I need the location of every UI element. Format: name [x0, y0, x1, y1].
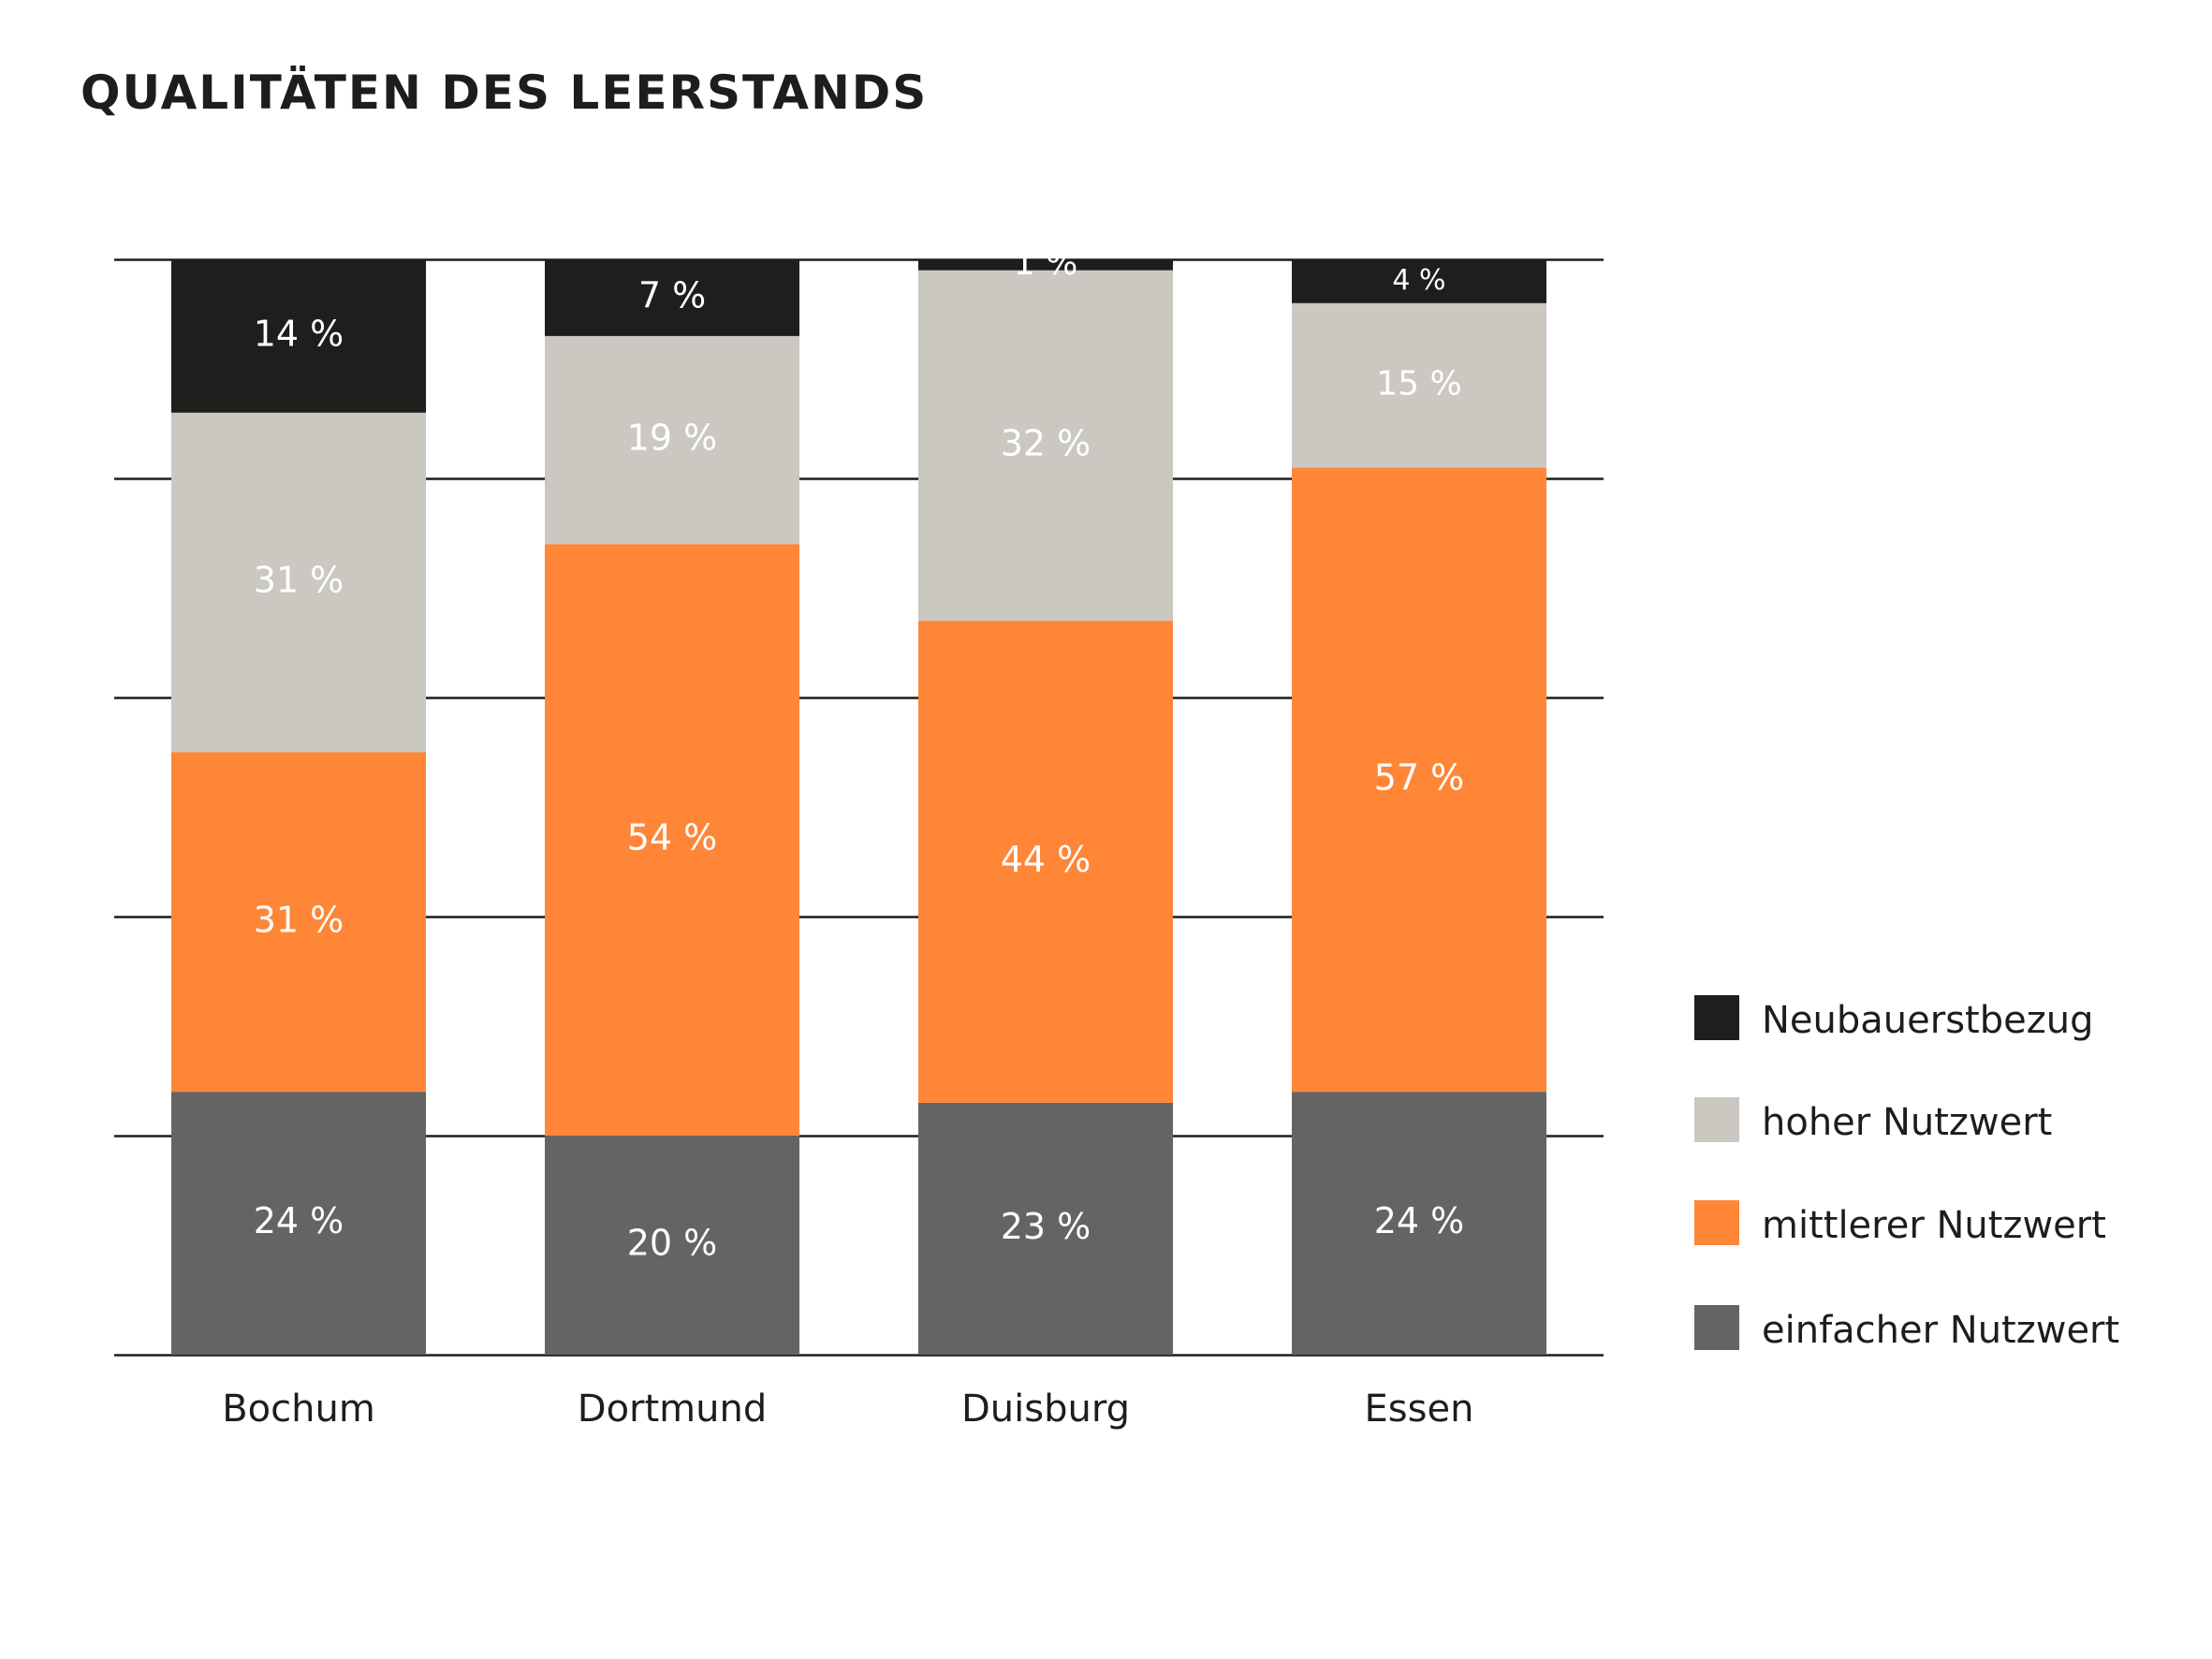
bar-segment-duisburg-mittlerer-nutzwert: [918, 621, 1173, 1103]
bar-segment-dortmund-mittlerer-nutzwert: [545, 544, 799, 1136]
data-label: 19 %: [627, 418, 718, 459]
data-label: 23 %: [1001, 1206, 1091, 1247]
data-label: 44 %: [1001, 839, 1091, 880]
legend-label: mittlerer Nutzwert: [1762, 1204, 2106, 1247]
bar-segment-essen-mittlerer-nutzwert: [1292, 467, 1546, 1093]
bar-segment-bochum-einfacher-nutzwert: [171, 1092, 426, 1355]
bar-segment-bochum-neubauerstbezug: [171, 259, 426, 413]
chart-title: QUALITÄTEN DES LEERSTANDS: [81, 66, 929, 120]
x-tick-label: Bochum: [222, 1387, 375, 1431]
data-label: 57 %: [1374, 756, 1465, 798]
legend-label: einfacher Nutzwert: [1762, 1309, 2120, 1352]
data-label: 54 %: [627, 817, 718, 859]
data-label: 31 %: [254, 899, 344, 940]
bar-segment-duisburg-einfacher-nutzwert: [918, 1102, 1173, 1355]
bar-segment-essen-einfacher-nutzwert: [1292, 1092, 1546, 1355]
legend-label: hoher Nutzwert: [1762, 1101, 2053, 1144]
data-label: 20 %: [627, 1223, 718, 1264]
data-label: 32 %: [1001, 422, 1091, 463]
data-label: 7 %: [638, 274, 706, 316]
bar-segment-dortmund-neubauerstbezug: [545, 259, 799, 336]
legend-swatch: [1694, 995, 1739, 1040]
bar-segment-dortmund-einfacher-nutzwert: [545, 1136, 799, 1355]
bar-segment-dortmund-hoher-nutzwert: [545, 335, 799, 545]
x-tick-label: Dortmund: [578, 1387, 767, 1431]
x-tick-label: Duisburg: [961, 1387, 1130, 1431]
data-label: 1 %: [1014, 244, 1078, 283]
data-labels: 24 % 31 % 31 % 14 % 20 % 54 % 19 % 7 % 23 % 44 % 3…: [254, 244, 1465, 1264]
x-tick-labels: Bochum Dortmund Duisburg Essen: [222, 1387, 1473, 1431]
data-label: 31 %: [254, 560, 344, 601]
bar-segment-essen-hoher-nutzwert: [1292, 302, 1546, 468]
legend-label: Neubauerstbezug: [1762, 999, 2094, 1042]
data-label: 4 %: [1392, 264, 1445, 297]
data-label: 24 %: [254, 1200, 344, 1241]
bar-segment-essen-neubauerstbezug: [1292, 259, 1546, 303]
x-tick-label: Essen: [1365, 1387, 1474, 1431]
bar-segment-duisburg-hoher-nutzwert: [918, 270, 1173, 622]
data-label: 24 %: [1374, 1200, 1465, 1241]
legend-swatch: [1694, 1097, 1739, 1142]
bar-segment-duisburg-neubauerstbezug: [918, 259, 1173, 271]
legend-swatch: [1694, 1305, 1739, 1350]
bar-stacks: [171, 259, 1546, 1355]
bar-segment-bochum-mittlerer-nutzwert: [171, 752, 426, 1093]
bar-segment-bochum-hoher-nutzwert: [171, 412, 426, 753]
data-label: 14 %: [254, 313, 344, 354]
legend-swatch: [1694, 1200, 1739, 1245]
data-label: 15 %: [1376, 365, 1461, 404]
